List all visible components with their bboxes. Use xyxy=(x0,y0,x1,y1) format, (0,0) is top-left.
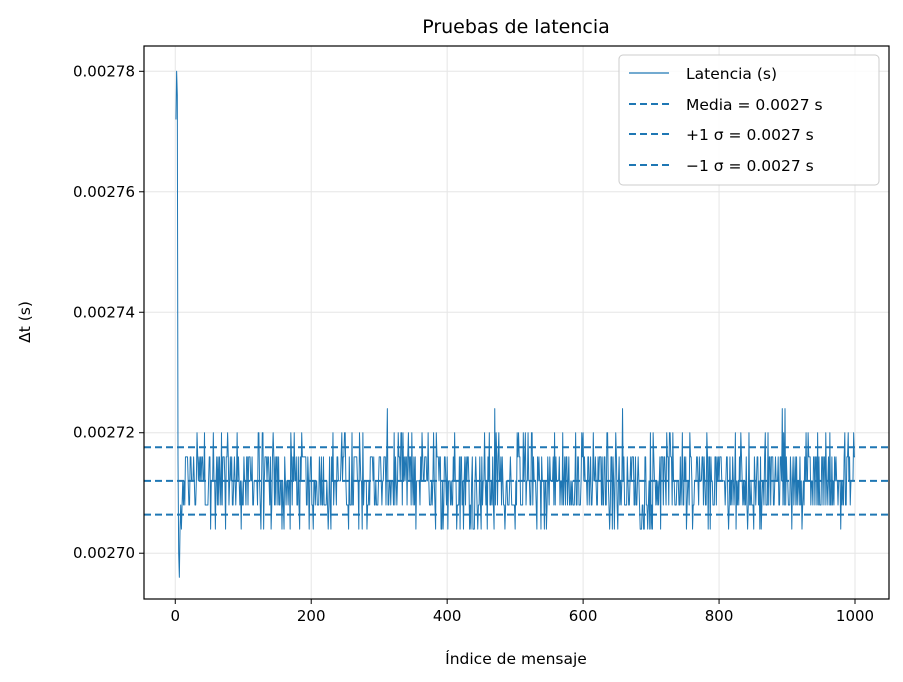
legend-label-media: Media = 0.0027 s xyxy=(686,96,823,114)
legend-label-plus-sigma: +1 σ = 0.0027 s xyxy=(686,126,814,144)
x-tick-label: 200 xyxy=(297,607,326,625)
y-tick-label: 0.00274 xyxy=(73,303,135,321)
y-axis: 0.00270 0.00272 0.00274 0.00276 0.00278 xyxy=(73,62,144,562)
x-tick-label: 0 xyxy=(170,607,180,625)
plot-frame xyxy=(143,45,890,600)
y-tick-label: 0.00270 xyxy=(73,544,135,562)
x-axis-title: Índice de mensaje xyxy=(445,649,587,668)
legend-label-minus-sigma: −1 σ = 0.0027 s xyxy=(686,157,814,175)
x-tick-label: 1000 xyxy=(836,607,874,625)
legend: Latencia (s) Media = 0.0027 s +1 σ = 0.0… xyxy=(618,54,880,186)
legend-box xyxy=(618,54,880,186)
chart-title: Pruebas de latencia xyxy=(422,16,610,38)
y-tick-label: 0.00272 xyxy=(73,424,135,442)
x-tick-label: 800 xyxy=(705,607,734,625)
y-axis-title: Δt (s) xyxy=(16,301,34,343)
y-tick-label: 0.00276 xyxy=(73,183,135,201)
plot-area xyxy=(144,70,889,578)
x-tick-label: 600 xyxy=(569,607,598,625)
x-tick-label: 400 xyxy=(433,607,462,625)
legend-label-latencia: Latencia (s) xyxy=(686,65,777,83)
y-tick-label: 0.00278 xyxy=(73,62,135,80)
x-axis: 0 200 400 600 800 1000 xyxy=(170,599,874,625)
